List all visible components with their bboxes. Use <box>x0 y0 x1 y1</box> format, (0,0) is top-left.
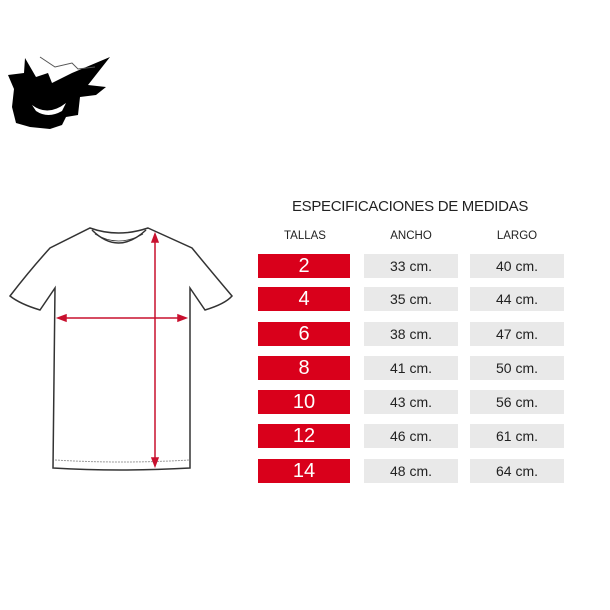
cell-ancho: 46 cm. <box>364 424 458 448</box>
cell-ancho: 41 cm. <box>364 356 458 380</box>
cell-largo: 56 cm. <box>470 390 564 414</box>
cell-largo: 64 cm. <box>470 459 564 483</box>
cell-largo: 61 cm. <box>470 424 564 448</box>
header-ancho: ANCHO <box>390 230 432 242</box>
cell-talla: 12 <box>258 424 350 448</box>
header-largo: LARGO <box>496 230 538 242</box>
cell-talla: 6 <box>258 322 350 346</box>
cell-ancho: 43 cm. <box>364 390 458 414</box>
ghost-logo-icon <box>8 56 110 129</box>
header-tallas: TALLAS <box>284 230 326 242</box>
cell-largo: 44 cm. <box>470 287 564 311</box>
cell-ancho: 35 cm. <box>364 287 458 311</box>
cell-largo: 40 cm. <box>470 254 564 278</box>
cell-largo: 47 cm. <box>470 322 564 346</box>
page-title: ESPECIFICACIONES DE MEDIDAS <box>291 198 529 215</box>
cell-talla: 8 <box>258 356 350 380</box>
cell-talla: 10 <box>258 390 350 414</box>
cell-talla: 4 <box>258 287 350 311</box>
cell-talla: 2 <box>258 254 350 278</box>
cell-ancho: 33 cm. <box>364 254 458 278</box>
cell-largo: 50 cm. <box>470 356 564 380</box>
cell-ancho: 48 cm. <box>364 459 458 483</box>
cell-ancho: 38 cm. <box>364 322 458 346</box>
cell-talla: 14 <box>258 459 350 483</box>
tshirt-diagram <box>8 227 233 471</box>
